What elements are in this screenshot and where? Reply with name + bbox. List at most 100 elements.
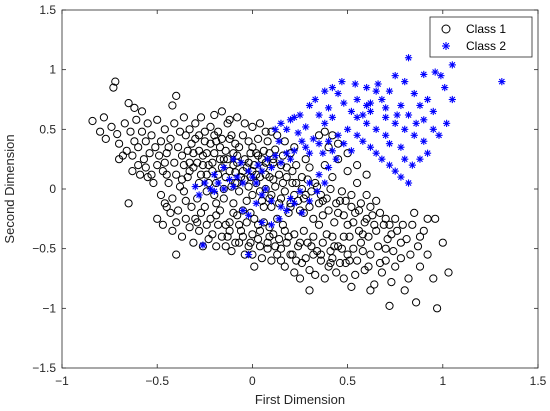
class-2-point <box>351 80 359 88</box>
x-tick-label: 1 <box>439 374 446 388</box>
class-1-point <box>242 196 251 205</box>
class-2-point <box>229 155 237 163</box>
class-1-point <box>360 218 369 227</box>
class-2-point <box>296 187 304 195</box>
class-1-point <box>179 187 188 196</box>
class-1-point <box>305 266 314 275</box>
class-1-point <box>339 274 348 283</box>
class-1-point <box>275 235 284 244</box>
class-1-point <box>202 170 211 179</box>
class-1-point <box>278 178 287 188</box>
class-1-point <box>295 274 305 283</box>
class-1-point <box>280 226 289 235</box>
class-2-point <box>201 179 209 187</box>
class-1-point <box>254 134 263 143</box>
class-2-point <box>408 161 416 169</box>
class-1-point <box>122 146 131 155</box>
class-2-point <box>393 111 401 119</box>
class-1-point <box>366 202 375 211</box>
class-1-point <box>195 146 204 155</box>
class-1-point <box>153 214 162 223</box>
class-1-point <box>332 199 341 208</box>
class-1-point <box>400 286 409 295</box>
class-1-point <box>164 143 173 152</box>
class-2-point <box>264 155 272 163</box>
y-tick-label: −0.5 <box>32 242 56 256</box>
class-1-point <box>356 199 365 208</box>
class-1-point <box>233 113 242 122</box>
legend-class-2-marker <box>442 42 450 50</box>
class-1-point <box>153 161 162 170</box>
class-2-point <box>254 161 262 169</box>
class-2-point <box>378 155 386 163</box>
class-1-point <box>322 230 331 239</box>
class-2-point <box>252 199 260 207</box>
class-1-point <box>415 262 425 271</box>
class-1-point <box>301 155 310 164</box>
class-1-point <box>429 274 438 283</box>
class-1-point <box>120 119 129 128</box>
class-1-point <box>265 173 274 182</box>
class-2-point <box>448 61 456 69</box>
class-1-point <box>341 196 350 205</box>
y-tick-label: 0.5 <box>39 122 56 136</box>
class-1-point <box>136 170 145 179</box>
class-2-point <box>210 171 218 179</box>
class-1-point <box>290 230 299 239</box>
class-2-point <box>199 241 207 249</box>
class-1-point <box>130 137 139 146</box>
class-1-point <box>235 187 244 196</box>
class-1-point <box>166 134 175 143</box>
class-1-point <box>248 122 257 132</box>
class-1-point <box>210 110 219 120</box>
class-2-point <box>397 101 405 110</box>
class-1-point <box>208 158 217 167</box>
class-1-point <box>179 161 188 170</box>
class-1-point <box>273 131 282 140</box>
class-2-point <box>286 194 295 203</box>
class-2-point <box>366 143 375 151</box>
class-2-point <box>404 111 413 119</box>
class-1-point <box>181 196 190 205</box>
class-1-point <box>345 256 354 265</box>
class-2-point <box>290 113 298 121</box>
class-1-point <box>326 184 335 194</box>
class-1-point <box>179 113 188 122</box>
class-1-point <box>200 202 209 211</box>
class-2-point <box>252 179 260 187</box>
class-2-point <box>286 155 295 163</box>
class-2-point <box>319 149 327 157</box>
class-1-point <box>364 232 373 241</box>
class-1-point <box>280 187 289 196</box>
class-1-point <box>438 238 447 247</box>
class-2-point <box>324 137 333 145</box>
class-2-point <box>267 163 276 172</box>
class-1-point <box>162 202 171 211</box>
class-1-point <box>177 175 187 184</box>
class-1-point <box>210 131 219 140</box>
class-2-point <box>401 78 409 86</box>
legend-class-1-marker <box>441 24 451 34</box>
class-1-point <box>219 155 228 164</box>
class-1-point <box>175 127 185 136</box>
y-tick-label: 1 <box>49 63 56 77</box>
class-1-point <box>335 258 345 268</box>
class-2-point <box>311 95 319 104</box>
class-1-point <box>276 256 286 265</box>
y-tick-label: 0 <box>49 182 56 196</box>
class-1-point <box>255 119 265 128</box>
class-1-point <box>316 256 325 265</box>
class-1-point <box>254 235 263 244</box>
class-1-point <box>172 250 181 259</box>
class-1-point <box>347 282 356 291</box>
class-2-point <box>397 143 405 151</box>
class-1-point <box>396 238 405 247</box>
class-1-point <box>318 238 327 247</box>
class-1-point <box>423 250 432 259</box>
class-1-point <box>156 190 166 200</box>
class-1-point <box>255 226 265 235</box>
class-1-point <box>320 274 329 283</box>
class-1-point <box>391 262 400 271</box>
class-2-point <box>385 87 394 95</box>
legend-box <box>429 16 533 58</box>
